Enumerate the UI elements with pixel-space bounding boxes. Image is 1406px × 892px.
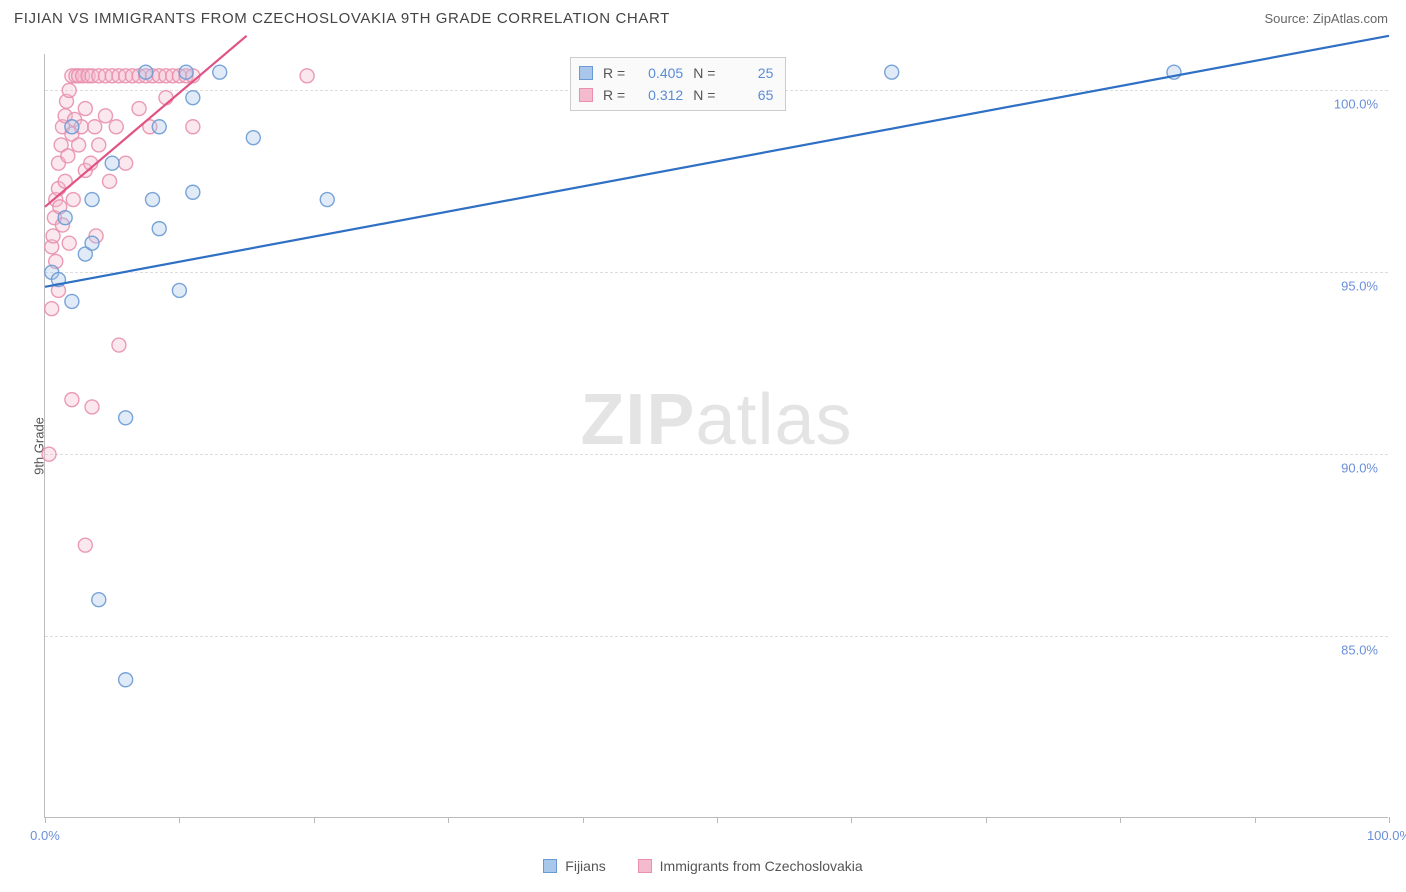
data-point-fijians — [179, 65, 193, 79]
data-point-fijians — [65, 120, 79, 134]
data-point-fijians — [65, 294, 79, 308]
x-tick — [314, 817, 315, 823]
data-point-fijians — [139, 65, 153, 79]
x-tick-label: 100.0% — [1367, 828, 1406, 843]
r-value-fijians: 0.405 — [635, 62, 683, 84]
chart-header: FIJIAN VS IMMIGRANTS FROM CZECHOSLOVAKIA… — [0, 0, 1406, 33]
r-label: R = — [603, 62, 625, 84]
data-point-fijians — [85, 193, 99, 207]
legend-label-czech: Immigrants from Czechoslovakia — [660, 858, 863, 874]
legend-swatch-fijians — [543, 859, 557, 873]
y-tick-label: 85.0% — [1341, 643, 1378, 658]
chart-title: FIJIAN VS IMMIGRANTS FROM CZECHOSLOVAKIA… — [14, 10, 670, 27]
data-point-czech — [45, 302, 59, 316]
x-tick — [583, 817, 584, 823]
data-point-czech — [66, 193, 80, 207]
data-point-fijians — [105, 156, 119, 170]
y-tick-label: 100.0% — [1334, 97, 1378, 112]
chart-source: Source: ZipAtlas.com — [1264, 11, 1388, 26]
data-point-fijians — [119, 411, 133, 425]
data-point-fijians — [885, 65, 899, 79]
data-point-czech — [65, 393, 79, 407]
n-label: N = — [693, 62, 715, 84]
n-value-czech: 65 — [725, 84, 773, 106]
data-point-fijians — [85, 236, 99, 250]
y-tick-label: 95.0% — [1341, 279, 1378, 294]
data-point-czech — [88, 120, 102, 134]
data-point-fijians — [58, 211, 72, 225]
data-point-czech — [132, 102, 146, 116]
y-tick-label: 90.0% — [1341, 461, 1378, 476]
x-tick — [448, 817, 449, 823]
data-point-fijians — [152, 120, 166, 134]
data-point-fijians — [119, 673, 133, 687]
data-point-czech — [92, 138, 106, 152]
x-tick — [986, 817, 987, 823]
n-value-fijians: 25 — [725, 62, 773, 84]
data-point-fijians — [246, 131, 260, 145]
swatch-czech — [579, 88, 593, 102]
stats-row-czech: R = 0.312 N = 65 — [579, 84, 773, 106]
data-point-czech — [109, 120, 123, 134]
x-tick — [1255, 817, 1256, 823]
data-point-fijians — [172, 283, 186, 297]
plot-svg — [45, 54, 1388, 817]
x-tick — [851, 817, 852, 823]
data-point-czech — [62, 83, 76, 97]
stats-row-fijians: R = 0.405 N = 25 — [579, 62, 773, 84]
data-point-czech — [78, 538, 92, 552]
n-label: N = — [693, 84, 715, 106]
r-value-czech: 0.312 — [635, 84, 683, 106]
data-point-fijians — [213, 65, 227, 79]
x-tick — [717, 817, 718, 823]
data-point-czech — [78, 102, 92, 116]
data-point-czech — [98, 109, 112, 123]
legend-item-czech: Immigrants from Czechoslovakia — [638, 858, 863, 874]
correlation-stats-box: R = 0.405 N = 25 R = 0.312 N = 65 — [570, 57, 786, 111]
data-point-czech — [72, 138, 86, 152]
data-point-czech — [85, 400, 99, 414]
data-point-czech — [300, 69, 314, 83]
data-point-czech — [159, 91, 173, 105]
data-point-czech — [61, 149, 75, 163]
x-tick — [179, 817, 180, 823]
data-point-fijians — [186, 91, 200, 105]
data-point-czech — [62, 236, 76, 250]
legend-swatch-czech — [638, 859, 652, 873]
r-label: R = — [603, 84, 625, 106]
data-point-fijians — [146, 193, 160, 207]
x-tick-label: 0.0% — [30, 828, 60, 843]
data-point-fijians — [186, 185, 200, 199]
x-tick — [1120, 817, 1121, 823]
data-point-fijians — [152, 222, 166, 236]
data-point-fijians — [320, 193, 334, 207]
data-point-czech — [119, 156, 133, 170]
bottom-legend: Fijians Immigrants from Czechoslovakia — [0, 858, 1406, 876]
data-point-czech — [112, 338, 126, 352]
x-tick — [1389, 817, 1390, 823]
data-point-czech — [103, 174, 117, 188]
chart-plot-area: ZIPatlas R = 0.405 N = 25 R = 0.312 N = … — [44, 54, 1388, 818]
legend-label-fijians: Fijians — [565, 858, 605, 874]
data-point-czech — [42, 447, 56, 461]
data-point-fijians — [92, 593, 106, 607]
swatch-fijians — [579, 66, 593, 80]
data-point-czech — [186, 120, 200, 134]
x-tick — [45, 817, 46, 823]
legend-item-fijians: Fijians — [543, 858, 605, 874]
